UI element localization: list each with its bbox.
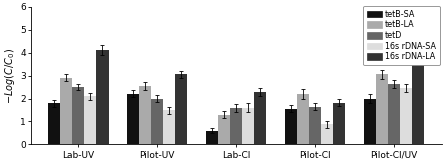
Bar [218,115,230,144]
Bar [255,92,267,144]
Bar [400,88,413,144]
Legend: tetB-SA, tetB-LA, tetD, 16s rDNA-SA, 16s rDNA-LA: tetB-SA, tetB-LA, tetD, 16s rDNA-SA, 16s… [363,6,440,65]
Bar [72,87,84,144]
Bar [163,110,175,144]
Bar [333,103,345,144]
Bar [127,94,139,144]
Y-axis label: $-Log(C/C_0)$: $-Log(C/C_0)$ [4,48,17,104]
Bar [84,96,97,144]
Bar [206,131,218,144]
Bar [230,108,242,144]
Bar [364,98,376,144]
Bar [297,94,309,144]
Bar [97,50,109,144]
Bar [413,32,425,144]
Bar [151,98,163,144]
Bar [139,86,151,144]
Bar [309,106,321,144]
Bar [388,84,400,144]
Bar [48,103,60,144]
Bar [242,108,255,144]
Bar [175,74,187,144]
Bar [60,78,72,144]
Bar [285,109,297,144]
Bar [376,74,388,144]
Bar [321,124,333,144]
